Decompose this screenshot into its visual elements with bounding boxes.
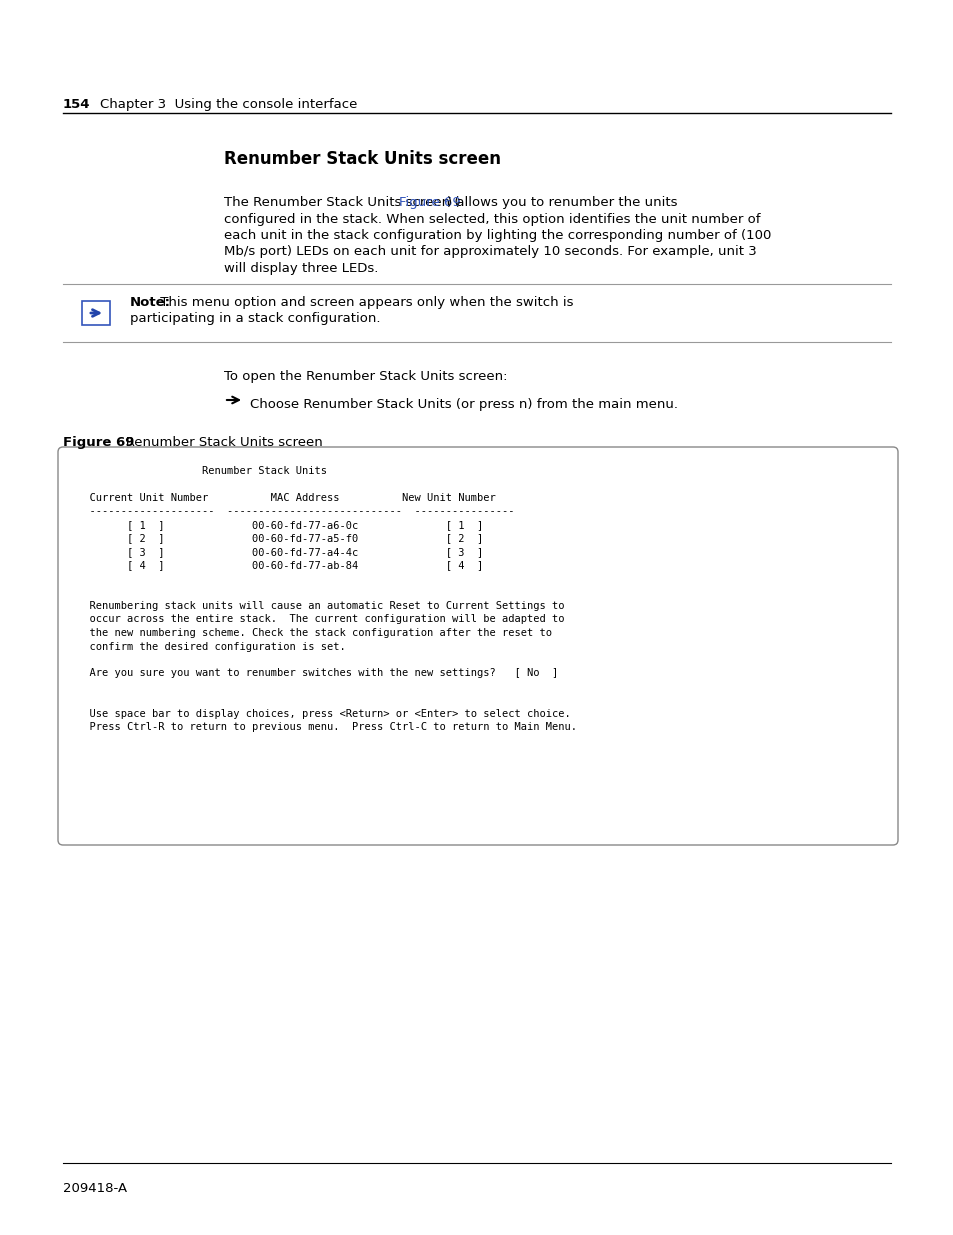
Text: the new numbering scheme. Check the stack configuration after the reset to: the new numbering scheme. Check the stac… [77,629,552,638]
Text: Mb/s port) LEDs on each unit for approximately 10 seconds. For example, unit 3: Mb/s port) LEDs on each unit for approxi… [224,246,756,258]
Text: Renumber Stack Units: Renumber Stack Units [77,466,327,475]
Text: confirm the desired configuration is set.: confirm the desired configuration is set… [77,641,345,652]
Text: --------------------  ----------------------------  ----------------: -------------------- -------------------… [77,506,514,516]
Text: Choose Renumber Stack Units (or press n) from the main menu.: Choose Renumber Stack Units (or press n)… [250,398,678,411]
Text: Press Ctrl-R to return to previous menu.  Press Ctrl-C to return to Main Menu.: Press Ctrl-R to return to previous menu.… [77,722,577,732]
Text: Note:: Note: [130,296,171,309]
FancyBboxPatch shape [58,447,897,845]
Text: Are you sure you want to renumber switches with the new settings?   [ No  ]: Are you sure you want to renumber switch… [77,668,558,678]
Text: Figure 69: Figure 69 [398,196,460,209]
Text: 154: 154 [63,98,91,111]
Text: Renumber Stack Units screen: Renumber Stack Units screen [224,149,500,168]
Text: Renumbering stack units will cause an automatic Reset to Current Settings to: Renumbering stack units will cause an au… [77,601,564,611]
Text: Chapter 3  Using the console interface: Chapter 3 Using the console interface [100,98,357,111]
Text: [ 4  ]              00-60-fd-77-ab-84              [ 4  ]: [ 4 ] 00-60-fd-77-ab-84 [ 4 ] [77,561,483,571]
Text: participating in a stack configuration.: participating in a stack configuration. [130,312,380,325]
Text: Figure 69: Figure 69 [63,436,134,450]
Text: 209418-A: 209418-A [63,1182,127,1195]
Text: ) allows you to renumber the units: ) allows you to renumber the units [446,196,677,209]
FancyBboxPatch shape [82,301,110,325]
Text: This menu option and screen appears only when the switch is: This menu option and screen appears only… [156,296,574,309]
Text: [ 3  ]              00-60-fd-77-a4-4c              [ 3  ]: [ 3 ] 00-60-fd-77-a4-4c [ 3 ] [77,547,483,557]
Text: Renumber Stack Units screen: Renumber Stack Units screen [112,436,322,450]
Text: will display three LEDs.: will display three LEDs. [224,262,378,275]
Text: [ 2  ]              00-60-fd-77-a5-f0              [ 2  ]: [ 2 ] 00-60-fd-77-a5-f0 [ 2 ] [77,534,483,543]
Text: Use space bar to display choices, press <Return> or <Enter> to select choice.: Use space bar to display choices, press … [77,709,570,719]
Text: The Renumber Stack Units screen (: The Renumber Stack Units screen ( [224,196,459,209]
Text: each unit in the stack configuration by lighting the corresponding number of (10: each unit in the stack configuration by … [224,228,771,242]
Text: [ 1  ]              00-60-fd-77-a6-0c              [ 1  ]: [ 1 ] 00-60-fd-77-a6-0c [ 1 ] [77,520,483,530]
Text: To open the Renumber Stack Units screen:: To open the Renumber Stack Units screen: [224,370,507,383]
Text: configured in the stack. When selected, this option identifies the unit number o: configured in the stack. When selected, … [224,212,760,226]
Text: Current Unit Number          MAC Address          New Unit Number: Current Unit Number MAC Address New Unit… [77,493,496,503]
Text: occur across the entire stack.  The current configuration will be adapted to: occur across the entire stack. The curre… [77,615,564,625]
